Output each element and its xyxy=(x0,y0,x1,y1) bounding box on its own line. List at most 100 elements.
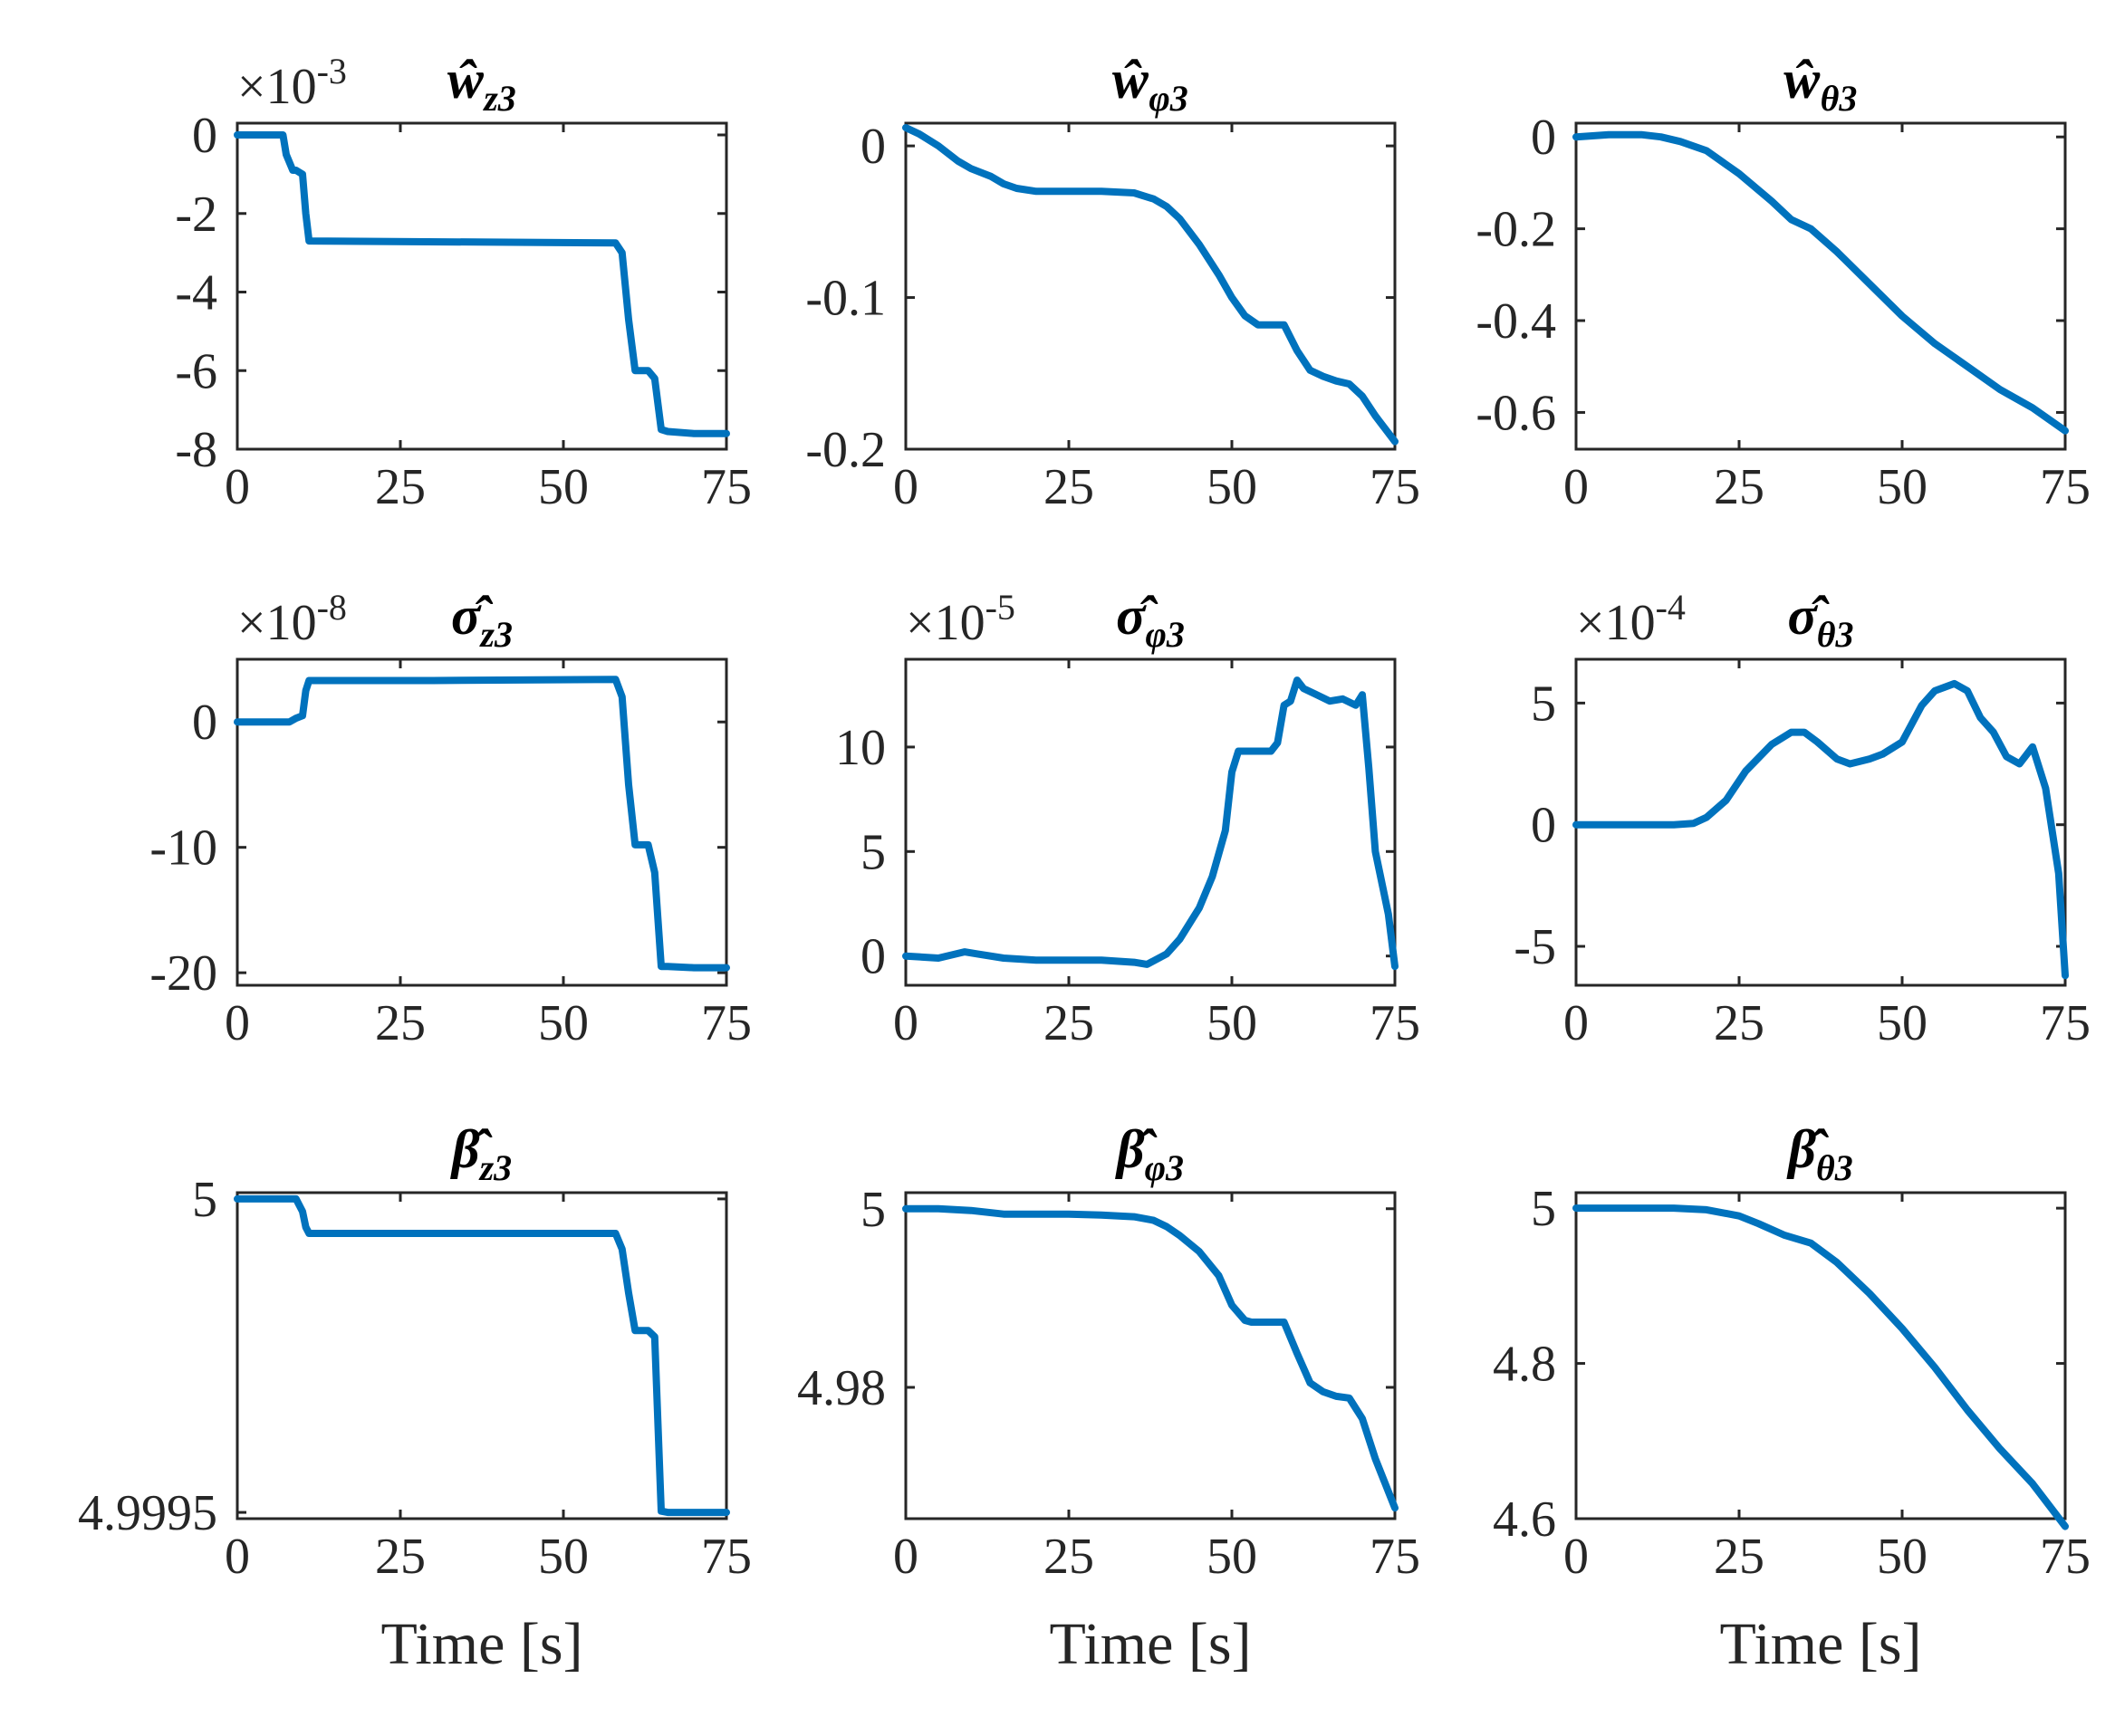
series-line-1 xyxy=(1572,1204,2069,1530)
series-line-1 xyxy=(234,1194,730,1517)
x-axis-label: Time [s] xyxy=(1049,1611,1251,1677)
x-tick-label: 0 xyxy=(893,1529,918,1585)
axes-box xyxy=(904,1191,1397,1520)
x-tick-label: 75 xyxy=(2040,995,2091,1051)
x-tick-label: 25 xyxy=(375,459,426,515)
x-tick-label: 0 xyxy=(1563,459,1589,515)
axis-exponent-power: -5 xyxy=(985,587,1015,628)
y-tick-label: -8 xyxy=(175,422,217,478)
chart-title-subscript: z3 xyxy=(482,78,516,119)
y-tick-label: -0.2 xyxy=(1476,202,1556,258)
chart-title-subscript: φ3 xyxy=(1145,1147,1184,1188)
axes-box xyxy=(904,121,1397,451)
y-tick-label: 5 xyxy=(1531,676,1556,732)
x-tick-label: 50 xyxy=(538,459,589,515)
y-tick-label: -2 xyxy=(175,187,217,243)
x-tick-label: 75 xyxy=(1370,1529,1420,1585)
axes-box xyxy=(236,121,728,451)
x-tick-label: 75 xyxy=(2040,1529,2091,1585)
chart-title-subscript: φ3 xyxy=(1149,78,1187,119)
chart-title: ŵθ3 xyxy=(1783,50,1858,119)
y-tick-label: 4.9995 xyxy=(78,1485,217,1541)
x-tick-label: 25 xyxy=(1043,995,1094,1051)
series-line-1 xyxy=(902,1204,1399,1512)
x-tick-label: 75 xyxy=(1370,995,1420,1051)
chart-title-subscript: θ3 xyxy=(1816,1147,1853,1188)
chart-title: ŵφ3 xyxy=(1111,50,1187,119)
x-tick-label: 25 xyxy=(1043,1529,1094,1585)
y-tick-label: -0.1 xyxy=(805,271,886,327)
y-tick-label: 4.98 xyxy=(797,1360,886,1416)
y-tick-label: -4 xyxy=(175,265,217,321)
x-tick-label: 50 xyxy=(1207,995,1257,1051)
x-tick-label: 50 xyxy=(1877,1529,1928,1585)
axis-exponent-base: ×10 xyxy=(906,595,985,651)
chart-title-subscript: φ3 xyxy=(1145,614,1184,655)
x-tick-label: 75 xyxy=(1370,459,1420,515)
subplot-4: 0 25 50 750-10-20σ̂z3×10-8 xyxy=(149,586,752,1051)
axis-exponent-power: -3 xyxy=(317,51,347,91)
x-tick-label: 75 xyxy=(2040,459,2091,515)
axis-exponent: ×10-8 xyxy=(237,587,347,651)
x-tick-label: 50 xyxy=(1877,995,1928,1051)
axes-box xyxy=(1574,121,2067,451)
axis-exponent-base: ×10 xyxy=(1576,595,1656,651)
chart-title-symbol: ŵ xyxy=(447,50,484,110)
chart-title-subscript: θ3 xyxy=(1817,614,1854,655)
x-tick-label: 25 xyxy=(1714,995,1764,1051)
x-tick-label: 50 xyxy=(538,1529,589,1585)
chart-title-subscript: θ3 xyxy=(1821,78,1858,119)
chart-title: σ̂θ3 xyxy=(1787,586,1853,655)
axis-exponent-base: ×10 xyxy=(237,59,317,115)
y-tick-label: 5 xyxy=(192,1172,217,1228)
x-axis-label: Time [s] xyxy=(380,1611,582,1677)
y-tick-label: -0.2 xyxy=(805,422,886,478)
x-tick-label: 25 xyxy=(375,995,426,1051)
y-tick-label: -5 xyxy=(1514,919,1556,975)
chart-title-symbol: ŵ xyxy=(1111,50,1149,110)
y-tick-label: 0 xyxy=(860,929,886,985)
x-tick-label: 0 xyxy=(893,459,918,515)
chart-title: ŵz3 xyxy=(447,50,516,119)
series-line-1 xyxy=(234,676,730,972)
axes-box xyxy=(904,657,1397,987)
axis-exponent: ×10-3 xyxy=(237,51,347,115)
x-tick-label: 75 xyxy=(701,1529,752,1585)
x-tick-label: 50 xyxy=(1207,459,1257,515)
y-tick-label: -20 xyxy=(149,945,217,1002)
chart-title-subscript: z3 xyxy=(478,1147,513,1188)
axis-exponent: ×10-5 xyxy=(906,587,1015,651)
x-tick-label: 25 xyxy=(1714,459,1764,515)
x-tick-label: 25 xyxy=(375,1529,426,1585)
x-tick-label: 75 xyxy=(701,459,752,515)
y-tick-label: 0 xyxy=(1531,798,1556,854)
subplot-5: 0 25 50 75 0 5 10 σ̂φ3 ×10-5 xyxy=(835,586,1420,1051)
y-tick-label: -0.4 xyxy=(1476,293,1556,350)
x-tick-label: 0 xyxy=(1563,1529,1589,1585)
chart-title-symbol: ŵ xyxy=(1783,50,1821,110)
y-tick-label: 0 xyxy=(192,695,217,751)
y-tick-label: -6 xyxy=(175,343,217,399)
series-line-1 xyxy=(902,676,1399,971)
y-tick-label: 10 xyxy=(835,720,886,776)
x-axis-label: Time [s] xyxy=(1719,1611,1921,1677)
chart-title: σ̂φ3 xyxy=(1116,586,1185,655)
y-tick-label: 4.8 xyxy=(1493,1337,1556,1393)
axis-exponent: ×10-4 xyxy=(1576,587,1686,651)
x-tick-label: 0 xyxy=(225,459,250,515)
y-tick-label: 5 xyxy=(1531,1181,1556,1237)
x-tick-label: 50 xyxy=(1207,1529,1257,1585)
x-tick-label: 50 xyxy=(1877,459,1928,515)
x-tick-label: 50 xyxy=(538,995,589,1051)
x-tick-label: 75 xyxy=(701,995,752,1051)
y-tick-label: 5 xyxy=(860,1182,886,1238)
series-line-1 xyxy=(902,124,1399,446)
y-tick-label: 0 xyxy=(192,108,217,164)
axis-exponent-base: ×10 xyxy=(237,595,317,651)
